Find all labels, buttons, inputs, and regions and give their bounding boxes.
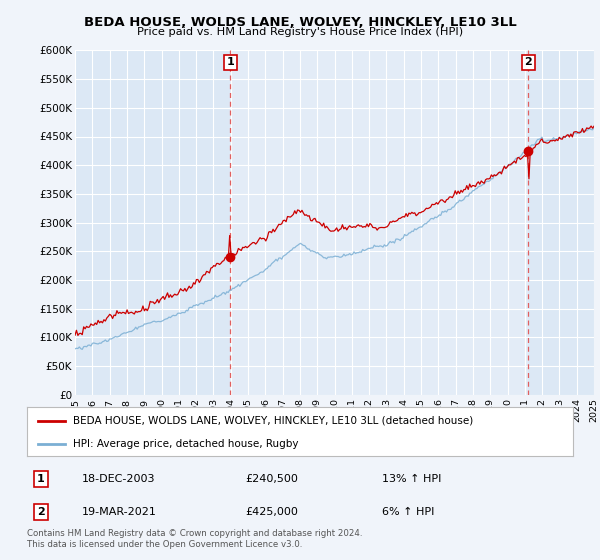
Text: BEDA HOUSE, WOLDS LANE, WOLVEY, HINCKLEY, LE10 3LL (detached house): BEDA HOUSE, WOLDS LANE, WOLVEY, HINCKLEY… bbox=[73, 416, 473, 426]
Text: HPI: Average price, detached house, Rugby: HPI: Average price, detached house, Rugb… bbox=[73, 439, 299, 449]
Text: 18-DEC-2003: 18-DEC-2003 bbox=[82, 474, 155, 484]
Text: 19-MAR-2021: 19-MAR-2021 bbox=[82, 507, 157, 517]
Text: 1: 1 bbox=[226, 57, 234, 67]
Text: 2: 2 bbox=[37, 507, 44, 517]
Text: £425,000: £425,000 bbox=[245, 507, 298, 517]
Text: 13% ↑ HPI: 13% ↑ HPI bbox=[382, 474, 441, 484]
Text: Price paid vs. HM Land Registry's House Price Index (HPI): Price paid vs. HM Land Registry's House … bbox=[137, 27, 463, 37]
Text: 1: 1 bbox=[37, 474, 44, 484]
Text: £240,500: £240,500 bbox=[245, 474, 298, 484]
Bar bbox=[230, 50, 529, 395]
Text: Contains HM Land Registry data © Crown copyright and database right 2024.
This d: Contains HM Land Registry data © Crown c… bbox=[27, 529, 362, 549]
Text: 2: 2 bbox=[524, 57, 532, 67]
Text: 6% ↑ HPI: 6% ↑ HPI bbox=[382, 507, 434, 517]
Text: BEDA HOUSE, WOLDS LANE, WOLVEY, HINCKLEY, LE10 3LL: BEDA HOUSE, WOLDS LANE, WOLVEY, HINCKLEY… bbox=[83, 16, 517, 29]
